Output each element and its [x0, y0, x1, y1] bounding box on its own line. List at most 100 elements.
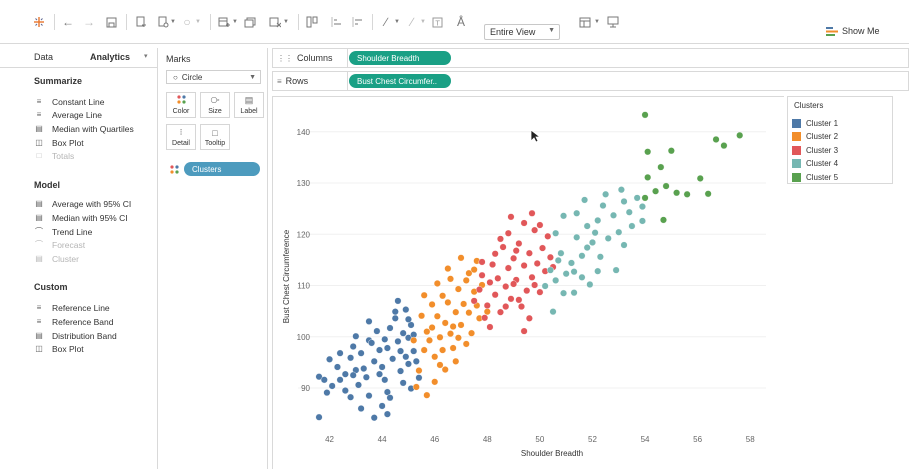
- data-point[interactable]: [423, 328, 431, 336]
- data-point[interactable]: [638, 217, 646, 225]
- data-point[interactable]: [454, 285, 462, 293]
- data-point[interactable]: [368, 339, 376, 347]
- data-point[interactable]: [652, 187, 660, 195]
- data-point[interactable]: [315, 413, 323, 421]
- data-point[interactable]: [591, 229, 599, 237]
- data-point[interactable]: [536, 221, 544, 229]
- data-point[interactable]: [659, 216, 667, 224]
- data-point[interactable]: [452, 308, 460, 316]
- data-point[interactable]: [386, 394, 394, 402]
- analytics-item-constant-line[interactable]: ≡ Constant Line: [34, 96, 105, 108]
- data-point[interactable]: [662, 182, 670, 190]
- data-point[interactable]: [433, 279, 441, 287]
- data-point[interactable]: [433, 312, 441, 320]
- data-point[interactable]: [341, 370, 349, 378]
- size-property-button[interactable]: ⧂ Size: [200, 92, 230, 118]
- data-point[interactable]: [620, 197, 628, 205]
- data-point[interactable]: [528, 273, 536, 281]
- data-point[interactable]: [560, 289, 568, 297]
- data-point[interactable]: [412, 357, 420, 365]
- refresh-icon[interactable]: ○: [183, 15, 191, 29]
- data-point[interactable]: [478, 258, 486, 266]
- analytics-item-median-quartiles[interactable]: ▤ Median with Quartiles: [34, 123, 134, 135]
- data-point[interactable]: [415, 367, 423, 375]
- dropdown-arrow-icon[interactable]: ▼: [170, 19, 176, 25]
- sort-descending-icon[interactable]: [351, 14, 365, 30]
- color-property-button[interactable]: Color: [166, 92, 196, 118]
- data-point[interactable]: [528, 209, 536, 217]
- analytics-item-median-ci[interactable]: ▤ Median with 95% CI: [34, 212, 127, 224]
- data-point[interactable]: [378, 363, 386, 371]
- analytics-item-average-line[interactable]: ≡ Average Line: [34, 109, 102, 121]
- legend-item[interactable]: Cluster 3: [792, 144, 838, 156]
- duplicate-sheet-icon[interactable]: [243, 14, 257, 30]
- data-point[interactable]: [436, 361, 444, 369]
- data-point[interactable]: [352, 332, 360, 340]
- data-point[interactable]: [570, 268, 578, 276]
- data-point[interactable]: [594, 216, 602, 224]
- data-point[interactable]: [333, 363, 341, 371]
- data-point[interactable]: [418, 312, 426, 320]
- data-point[interactable]: [483, 301, 491, 309]
- data-point[interactable]: [457, 321, 465, 329]
- legend-item[interactable]: Cluster 2: [792, 131, 838, 143]
- data-point[interactable]: [486, 323, 494, 331]
- data-point[interactable]: [489, 260, 497, 268]
- data-point[interactable]: [444, 265, 452, 273]
- data-point[interactable]: [336, 376, 344, 384]
- data-point[interactable]: [683, 190, 691, 198]
- data-point[interactable]: [570, 289, 578, 297]
- data-point[interactable]: [460, 300, 468, 308]
- analytics-item-forecast[interactable]: ⌒ Forecast: [34, 239, 85, 251]
- fix-axes-icon[interactable]: Å: [456, 15, 465, 29]
- data-point[interactable]: [420, 291, 428, 299]
- data-point[interactable]: [431, 378, 439, 386]
- clusters-legend[interactable]: Clusters Cluster 1 Cluster 2 Cluster 3 Clus…: [787, 96, 893, 184]
- data-point[interactable]: [407, 321, 415, 329]
- tab-analytics[interactable]: Analytics: [90, 52, 131, 62]
- undo-icon[interactable]: ←: [62, 15, 74, 29]
- show-mark-labels-icon[interactable]: T: [430, 14, 444, 30]
- data-point[interactable]: [496, 308, 504, 316]
- data-point[interactable]: [454, 334, 462, 342]
- data-point[interactable]: [596, 253, 604, 261]
- clusters-color-pill[interactable]: Clusters: [184, 162, 260, 176]
- data-point[interactable]: [641, 111, 649, 119]
- data-point[interactable]: [439, 292, 447, 300]
- data-point[interactable]: [520, 327, 528, 335]
- data-point[interactable]: [539, 244, 547, 252]
- data-point[interactable]: [610, 211, 618, 219]
- highlight-icon[interactable]: ∕: [384, 15, 387, 29]
- mark-type-select[interactable]: ○ Circle ▼: [166, 70, 261, 84]
- data-point[interactable]: [441, 319, 449, 327]
- redo-icon[interactable]: →: [83, 15, 95, 29]
- data-point[interactable]: [323, 389, 331, 397]
- data-point[interactable]: [365, 392, 373, 400]
- fit-view-select[interactable]: Entire View ▼: [484, 24, 560, 40]
- data-point[interactable]: [696, 174, 704, 182]
- dropdown-arrow-icon[interactable]: ▼: [232, 19, 238, 25]
- data-point[interactable]: [736, 131, 744, 139]
- data-point[interactable]: [446, 330, 454, 338]
- data-point[interactable]: [625, 208, 633, 216]
- data-point[interactable]: [394, 337, 402, 345]
- data-point[interactable]: [620, 241, 628, 249]
- data-point[interactable]: [347, 354, 355, 362]
- data-point[interactable]: [560, 212, 568, 220]
- data-point[interactable]: [546, 266, 554, 274]
- data-point[interactable]: [494, 274, 502, 282]
- detail-property-button[interactable]: ⁝ Detail: [166, 124, 196, 150]
- data-point[interactable]: [465, 269, 473, 277]
- data-point[interactable]: [499, 243, 507, 251]
- data-point[interactable]: [588, 238, 596, 246]
- data-point[interactable]: [420, 346, 428, 354]
- analytics-item-distribution-band[interactable]: ▤ Distribution Band: [34, 330, 117, 342]
- data-point[interactable]: [581, 196, 589, 204]
- data-point[interactable]: [404, 315, 412, 323]
- analytics-item-average-ci[interactable]: ▤ Average with 95% CI: [34, 198, 131, 210]
- swap-rows-columns-icon[interactable]: [305, 14, 319, 30]
- data-point[interactable]: [628, 222, 636, 230]
- rows-shelf[interactable]: ≡ Rows Bust Chest Circumfer..: [272, 71, 909, 91]
- show-hide-cards-icon[interactable]: [578, 14, 592, 30]
- data-point[interactable]: [504, 264, 512, 272]
